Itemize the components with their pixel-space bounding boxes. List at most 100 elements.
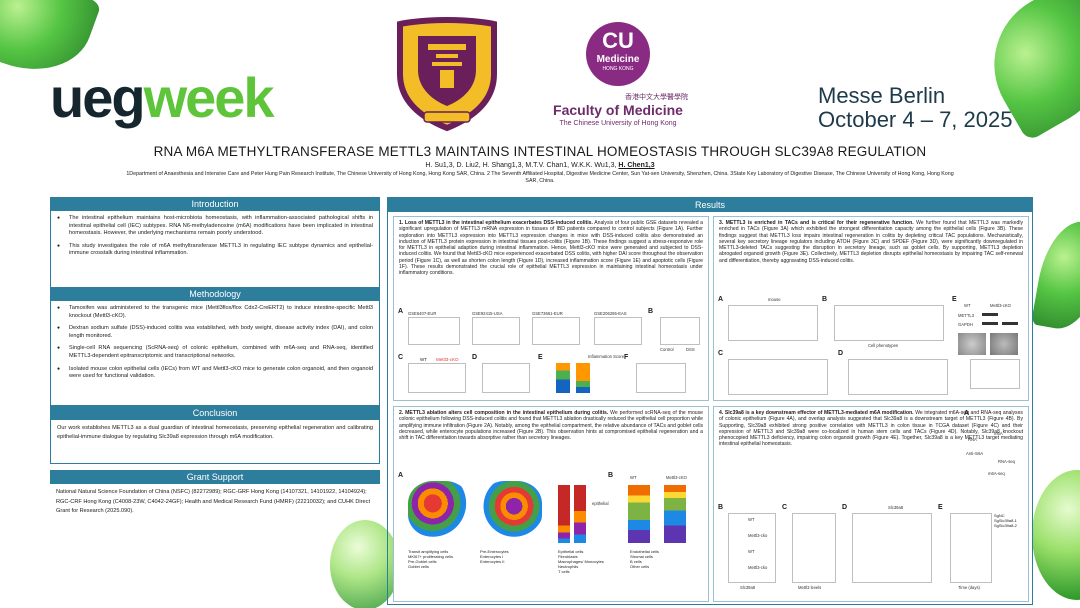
- conclusion-section: Conclusion Our work establishes METTL3 a…: [50, 406, 380, 464]
- brand-ueg: ueg: [50, 66, 146, 129]
- method-bullet: Tamoxifen was administered to the transg…: [57, 305, 373, 320]
- figure-1: A GSE6407-EUR GSE92415-USA GSE73661-EUR …: [398, 308, 704, 399]
- figure-3: A mouse B Cell phenotypes E WT Mettl3-cK…: [718, 296, 1024, 399]
- fig1-panel-label: B: [648, 308, 654, 315]
- grant-heading: Grant Support: [50, 470, 380, 484]
- result-2-text: We performed scRNA-seq of the mouse colo…: [399, 410, 703, 442]
- fig2b-cko-label: Mettl3-cKO: [666, 475, 687, 480]
- fig1b-plot: [660, 317, 700, 345]
- legend-item: Pre-Enterocytes: [480, 549, 509, 554]
- leaf-decoration-bottom-right: [1032, 470, 1080, 600]
- fig4-panel-label: D: [842, 504, 848, 511]
- fig1e-stacked-bars: [550, 363, 600, 393]
- intro-bullet: This study investigates the role of m6A …: [57, 243, 373, 258]
- fig1-panel-label: C: [398, 354, 404, 361]
- fig3d-umap: [848, 359, 948, 395]
- authors: H. Su1,3, D. Liu2, H. Shang1,3, M.T.V. C…: [425, 162, 617, 169]
- blot-band: [1002, 322, 1018, 325]
- results-heading: Results: [388, 198, 1032, 212]
- result-4-panel: 4. Slc39a8 is a key downstream effector …: [713, 406, 1029, 602]
- legend-item: Stromal cells: [630, 554, 653, 559]
- fig2-panel-label: B: [608, 472, 614, 479]
- fig3-panel-label: C: [718, 350, 724, 357]
- legend-item: Pre-Goblet cells: [408, 559, 437, 564]
- conclusion-heading: Conclusion: [50, 406, 380, 420]
- cu-medicine-badge: CU Medicine HONG KONG: [586, 22, 650, 86]
- result-3-title: 3. METTL3 is enriched in TACs and is cri…: [719, 220, 914, 226]
- fig3e-wt-label: WT: [964, 303, 971, 308]
- ueg-week-logo: uegweek: [50, 70, 275, 126]
- fig3e-western-blot: [980, 311, 1020, 329]
- fig4a-node: m6A: [994, 431, 1003, 436]
- fig1e-bar-wt: [556, 363, 570, 393]
- result-1-text: Analysis of four public GSE datasets rev…: [399, 220, 703, 277]
- result-1-panel: 1. Loss of METTL3 in the intestinal epit…: [393, 216, 709, 401]
- fig1-dataset-label: GSE73661-EUR: [532, 311, 563, 316]
- fig4b-gene-label: Slc39a8: [740, 585, 756, 590]
- results-section: Results 1. Loss of METTL3 in the intesti…: [387, 197, 1033, 605]
- fig4b-track-plot: [728, 513, 776, 583]
- faculty-name: Faculty of Medicine: [553, 102, 683, 118]
- fig2a-legend: Epithelial cells Fibroblasts Macrophages…: [558, 549, 698, 574]
- figure-4: B WT Mettl3-cko WT Mettl3-cko Slc39a8 C …: [718, 481, 1024, 599]
- fig3c-umap: [728, 359, 828, 395]
- blot-band: [982, 313, 998, 316]
- cuhk-crest-logo: [397, 16, 497, 132]
- fig1-dataset-label: GSE206285-EAS: [594, 311, 627, 316]
- fig2b-stacked-bar-cko: [664, 485, 686, 543]
- legend-item: Other cells: [630, 564, 650, 569]
- fig1-panel-label: A: [398, 308, 404, 315]
- university-name: The Chinese University of Hong Kong: [559, 120, 677, 127]
- fig2b-wt-label: WT: [630, 475, 637, 480]
- fig1b-group-label: Control: [660, 347, 674, 352]
- fig1d-plot: [482, 363, 530, 393]
- blot-band: [982, 322, 998, 325]
- figure-2: A B WT Mettl3-cKO epithelial Epithelial …: [398, 471, 704, 599]
- medicine-text: Medicine: [596, 54, 640, 65]
- legend-item: SgSlc39a8-2: [994, 523, 1017, 528]
- methodology-heading: Methodology: [50, 287, 380, 301]
- event-dates: October 4 – 7, 2025: [818, 107, 1013, 132]
- fig4a-node: Anti-m6A: [966, 451, 984, 456]
- fig4a-node: RNA: [968, 437, 977, 442]
- fig4-panel-label: B: [718, 504, 724, 511]
- introduction-section: Introduction The intestinal epithelium m…: [50, 197, 380, 295]
- venue-dates: Messe Berlin October 4 – 7, 2025: [818, 84, 1012, 132]
- legend-item: SgSlc39a8-1: [994, 518, 1017, 523]
- legend-item: T cells: [558, 569, 570, 574]
- grant-text: National Natural Science Foundation of C…: [56, 489, 370, 514]
- fig1-panel-label: E: [538, 354, 543, 361]
- fig3a-mouse-label: mouse: [768, 297, 781, 302]
- fig3b-xlabel: Cell phenotypes: [868, 343, 899, 348]
- fig1b-group-label: DSS: [686, 347, 695, 352]
- fig4b-track-label: WT: [748, 549, 755, 554]
- fig1-legend-wt: WT: [420, 357, 427, 362]
- fig3-panel-label: A: [718, 296, 724, 303]
- fig3e-growth-plot: [970, 359, 1020, 389]
- fig2b-legend: Transit amplifying cells MKI67+ prolifer…: [408, 549, 548, 569]
- presenting-author: H. Chen1,3: [618, 162, 655, 169]
- faculty-chinese-name: 香港中文大學醫學院: [625, 94, 688, 101]
- fig4c-xlabel: Mettl3 levels: [798, 585, 822, 590]
- fig4e-xlabel: Time (days): [958, 585, 980, 590]
- poster-title: RNA M6A METHYLTRANSFERASE METTL3 MAINTAI…: [153, 144, 927, 159]
- fig3-panel-label: E: [952, 296, 957, 303]
- legend-item: Neutrophils: [558, 564, 579, 569]
- fig4a-schematic: A RNA m6A Anti-m6A RNA-seq m6A-seq: [964, 410, 1026, 481]
- legend-item: Fibroblasts: [558, 554, 578, 559]
- legend-item: SgNC: [994, 513, 1005, 518]
- blot-row-label: METTL3: [958, 313, 975, 318]
- cu-text: CU: [602, 28, 634, 53]
- fig1a-plot-1: [408, 317, 460, 345]
- legend-item: Goblet cells: [408, 564, 429, 569]
- methodology-section: Methodology Tamoxifen was administered t…: [50, 287, 380, 406]
- fig1-dataset-label: GSE6407-EUR: [408, 311, 437, 316]
- blot-row-label: GAPDH: [958, 322, 973, 327]
- result-2-title: 2. METTL3 ablation alters cell compositi…: [399, 410, 609, 416]
- fig4-panel-label: C: [782, 504, 788, 511]
- fig3a-violin-plot: [728, 305, 818, 341]
- fig1-legend-cko: Mettl3-cKO: [436, 357, 459, 362]
- venue-name: Messe Berlin: [818, 83, 946, 108]
- fig2b-stacked-bar-wt: [628, 485, 650, 543]
- fig2a-umap-wt: [408, 481, 470, 537]
